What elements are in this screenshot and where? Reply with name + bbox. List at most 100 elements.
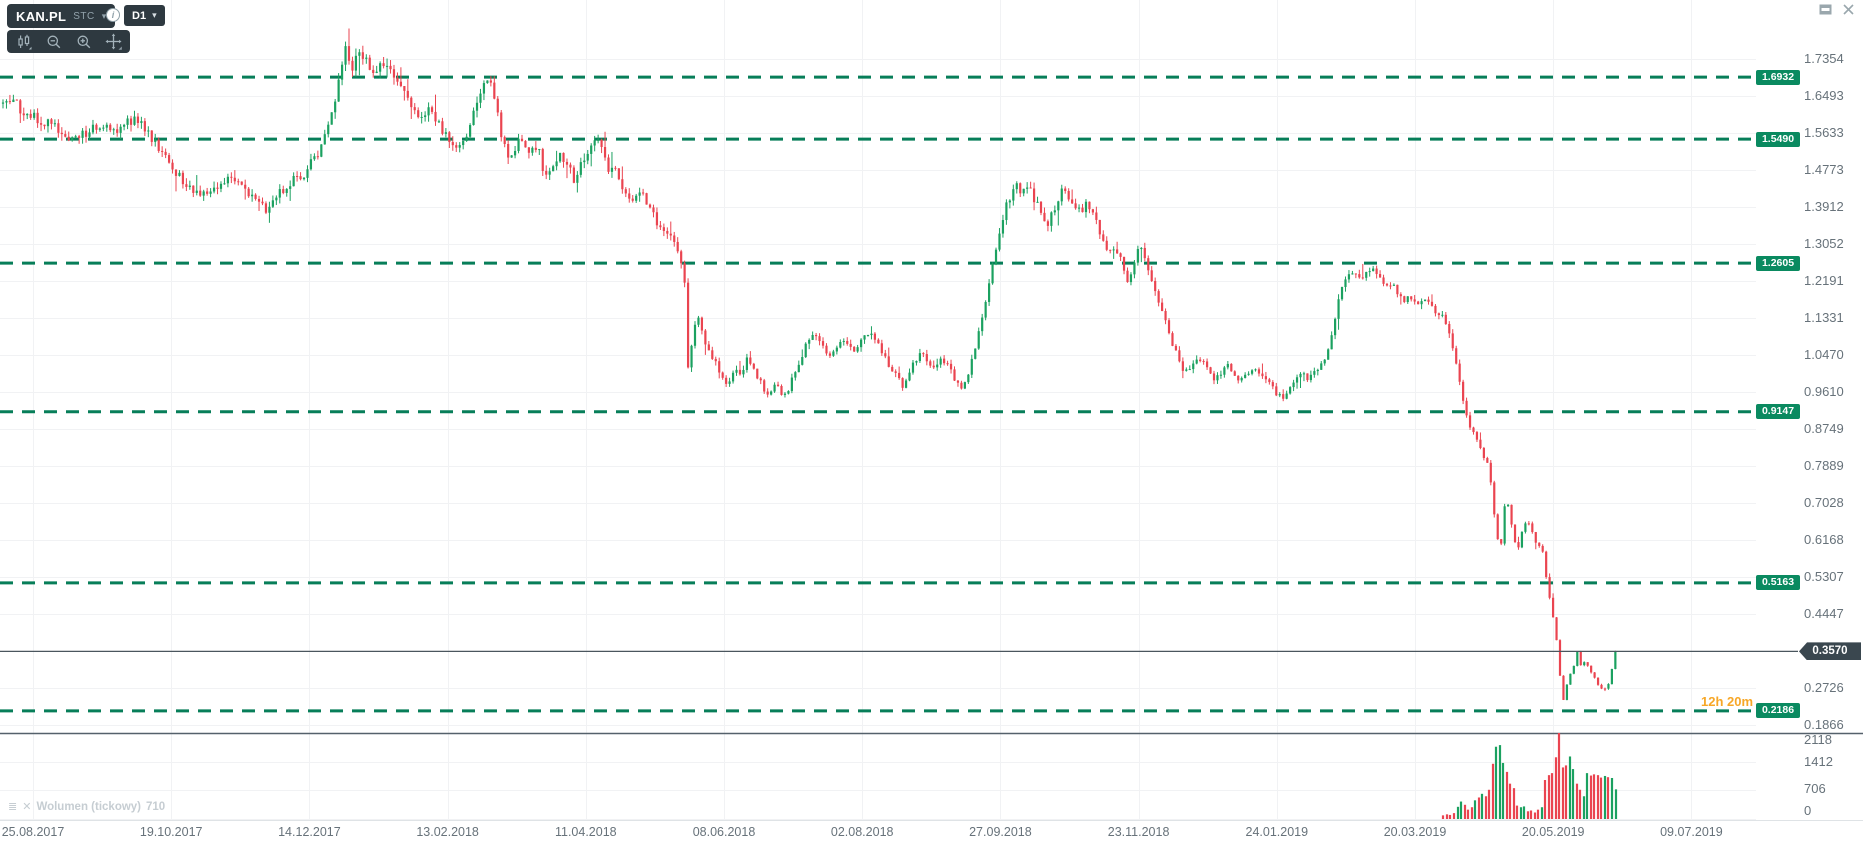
candle-body [292,175,295,187]
candle-body [475,102,479,111]
candle-body [949,363,953,370]
candle-body [981,317,984,332]
volume-bar [1522,806,1526,819]
candle-body [711,350,714,359]
candle-body [119,126,122,133]
candle-body [379,63,382,72]
candle-body [631,198,634,201]
candle-body [57,123,60,133]
candle-body [444,132,447,134]
candle-body [773,384,776,392]
candle-body [576,174,579,183]
info-icon[interactable]: i [106,8,120,22]
candle-body [1292,382,1295,388]
candle-body [745,357,748,370]
candle-body [1005,202,1008,221]
candle-body [105,124,108,128]
volume-indicator-name: Wolumen (tickowy) [36,800,142,813]
candle-body [901,378,904,388]
candle-body [669,233,672,236]
candle-body [1268,379,1271,383]
candle-body [977,331,980,349]
candle-body [562,152,565,162]
candle-body [662,227,665,231]
candle-body [479,93,482,103]
candle-body [375,71,378,74]
candle-body [1064,188,1067,191]
candle-body [1174,345,1178,351]
candle-body [790,377,793,392]
timeframe-selector[interactable]: D1 ▾ [124,5,165,26]
candle-body [278,189,281,198]
chevron-down-icon: ▾ [101,10,107,21]
candle-body [1316,369,1319,372]
indicator-settings-icon[interactable]: ≣ [8,801,18,813]
candle-body [1008,200,1011,203]
candle-body [811,334,814,340]
candle-body [607,157,610,172]
candle-body [756,368,759,379]
volume-bar [1564,765,1568,819]
candle-body [36,112,39,124]
candle-body [500,112,503,138]
candle-body [1361,277,1364,279]
candle-body [1022,188,1025,194]
candle-body [1534,532,1537,543]
candle-body [635,195,638,201]
indicator-remove-icon[interactable]: ✕ [22,801,32,813]
candle-body [1389,285,1392,287]
candle-body [12,99,15,103]
zoom-out-button[interactable] [45,33,62,50]
candle-body [320,144,323,157]
candle-body [136,116,140,123]
candle-body [1351,273,1354,275]
close-icon[interactable] [1841,3,1855,16]
candle-body [1050,212,1053,226]
candle-body [1209,367,1212,374]
volume-bar [1505,771,1509,819]
chart-type-button[interactable] [15,33,32,50]
candle-body [1077,207,1081,209]
candle-body [330,112,333,125]
candle-body [1081,207,1084,213]
candle-body [275,197,278,201]
candle-body [1548,577,1551,598]
candle-body [1119,253,1122,257]
candle-body [417,110,420,118]
candle-body [202,191,205,196]
candle-body [932,365,935,368]
candle-body [953,369,956,381]
candle-body [1109,249,1112,251]
candle-body [206,191,209,194]
candle-body [15,99,18,101]
candle-body [1586,662,1589,666]
candle-body [1026,187,1029,189]
volume-bar [1568,756,1572,819]
candle-body [552,166,555,172]
candle-body [1140,247,1143,250]
candle-body [1257,369,1261,374]
candle-body [486,80,489,84]
zoom-in-button[interactable] [75,33,92,50]
popup-window-icon[interactable] [1818,3,1832,16]
candle-body [1157,291,1160,303]
pan-mode-button[interactable] [105,33,122,50]
instrument-selector[interactable]: KAN.PL STC ▾ [7,4,116,28]
candle-body [642,192,645,194]
candle-body [835,347,838,352]
candle-body [1161,302,1164,311]
candle-body [462,140,465,146]
candle-body [1396,284,1399,295]
candle-body [46,119,50,127]
candle-body [1500,539,1503,544]
candle-body [237,181,240,183]
candle-body [1306,373,1309,381]
candle-body [1576,651,1579,666]
candle-body [88,132,91,137]
candle-body [915,360,918,363]
candle-body [1524,523,1527,532]
candle-body [1295,377,1299,383]
candle-body [1337,299,1340,319]
candle-body [396,77,399,82]
